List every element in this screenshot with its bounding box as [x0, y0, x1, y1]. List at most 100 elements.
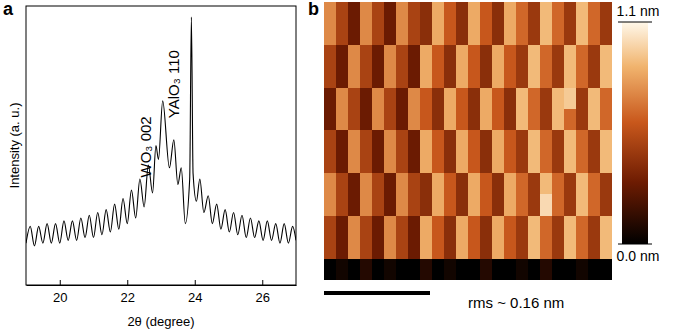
- heatmap-cell: [336, 259, 349, 280]
- colorbar: [622, 22, 648, 244]
- heatmap-cell: [420, 173, 433, 195]
- heatmap-cell: [384, 237, 397, 259]
- heatmap-cell: [432, 2, 445, 24]
- heatmap-cell: [552, 216, 565, 238]
- heatmap-cell: [456, 45, 469, 67]
- heatmap-cell: [540, 109, 553, 131]
- x-tick: 24: [188, 280, 202, 305]
- heatmap-cell: [324, 23, 337, 45]
- heatmap-cell: [600, 23, 612, 45]
- heatmap-cell: [420, 259, 433, 280]
- heatmap-cell: [600, 45, 612, 67]
- heatmap-cell: [372, 259, 385, 280]
- heatmap-cell: [480, 216, 493, 238]
- heatmap-cell: [396, 66, 409, 88]
- heatmap-cell: [408, 109, 421, 131]
- heatmap-cell: [528, 237, 541, 259]
- heatmap-cell: [564, 130, 577, 152]
- heatmap-cell: [468, 259, 481, 280]
- heatmap-cell: [396, 216, 409, 238]
- heatmap-cell: [552, 130, 565, 152]
- panel-label: b: [308, 0, 319, 19]
- heatmap-cell: [336, 237, 349, 259]
- heatmap-cell: [552, 88, 565, 110]
- heatmap-cell: [360, 109, 373, 131]
- x-axis-title: 2θ (degree): [127, 314, 194, 329]
- heatmap-cell: [600, 2, 612, 24]
- heatmap-cell: [372, 216, 385, 238]
- heatmap-cell: [336, 45, 349, 67]
- heatmap-cell: [516, 237, 529, 259]
- heatmap-cell: [444, 23, 457, 45]
- heatmap-cell: [588, 152, 601, 174]
- heatmap-cell: [540, 88, 553, 110]
- heatmap-cell: [432, 173, 445, 195]
- heatmap-cell: [564, 66, 577, 88]
- heatmap-cell: [444, 173, 457, 195]
- heatmap-cell: [408, 88, 421, 110]
- heatmap-cell: [516, 259, 529, 280]
- heatmap-cell: [468, 2, 481, 24]
- heatmap-cell: [456, 23, 469, 45]
- heatmap-cell: [528, 259, 541, 280]
- heatmap-cell: [420, 23, 433, 45]
- heatmap-cell: [360, 173, 373, 195]
- heatmap-cell: [576, 23, 589, 45]
- heatmap-cell: [408, 45, 421, 67]
- x-tick: 22: [121, 280, 135, 305]
- heatmap-cell: [420, 216, 433, 238]
- heatmap-cell: [492, 259, 505, 280]
- heatmap-cell: [600, 152, 612, 174]
- heatmap-cell: [516, 88, 529, 110]
- heatmap-cell: [492, 109, 505, 131]
- heatmap-cell: [576, 2, 589, 24]
- heatmap-cell: [528, 88, 541, 110]
- heatmap-cell: [432, 45, 445, 67]
- heatmap-cell: [600, 194, 612, 216]
- heatmap-cell: [492, 216, 505, 238]
- x-axis: 20222426: [27, 280, 297, 305]
- annotation: rms ~ 0.16 nm: [468, 294, 564, 311]
- heatmap-cell: [360, 216, 373, 238]
- data-line: [26, 17, 296, 246]
- heatmap-cell: [324, 237, 337, 259]
- heatmap-cell: [552, 45, 565, 67]
- heatmap-cell: [516, 45, 529, 67]
- heatmap-cell: [384, 2, 397, 24]
- heatmap-cell: [348, 259, 361, 280]
- heatmap-cell: [444, 237, 457, 259]
- heatmap-cell: [420, 2, 433, 24]
- peak-annotation: WO₃ 002: [137, 116, 154, 177]
- heatmap-cell: [336, 88, 349, 110]
- heatmap-cell: [492, 23, 505, 45]
- heatmap-cell: [348, 23, 361, 45]
- heatmap-cell: [372, 109, 385, 131]
- heatmap-cell: [516, 2, 529, 24]
- heatmap-cell: [528, 152, 541, 174]
- heatmap-cell: [444, 66, 457, 88]
- heatmap-cell: [552, 194, 565, 216]
- heatmap-cell: [444, 130, 457, 152]
- heatmap-cell: [540, 259, 553, 280]
- heatmap-cell: [384, 66, 397, 88]
- heatmap-cell: [420, 130, 433, 152]
- heatmap-cell: [480, 259, 493, 280]
- heatmap-cell: [336, 130, 349, 152]
- heatmap-cell: [432, 152, 445, 174]
- heatmap-cell: [432, 237, 445, 259]
- heatmap-cell: [456, 259, 469, 280]
- heatmap-cell: [576, 259, 589, 280]
- heatmap-cell: [336, 216, 349, 238]
- heatmap-cell: [372, 66, 385, 88]
- heatmap-cell: [372, 152, 385, 174]
- heatmap-cell: [348, 237, 361, 259]
- heatmap-cell: [384, 109, 397, 131]
- heatmap-cell: [348, 66, 361, 88]
- heatmap-cell: [336, 23, 349, 45]
- heatmap-cell: [564, 23, 577, 45]
- heatmap-cell: [348, 173, 361, 195]
- colorbar-label: 1.1 nm: [617, 3, 660, 19]
- plot-area: [26, 17, 296, 246]
- heatmap-cell: [384, 88, 397, 110]
- heatmap-cell: [588, 216, 601, 238]
